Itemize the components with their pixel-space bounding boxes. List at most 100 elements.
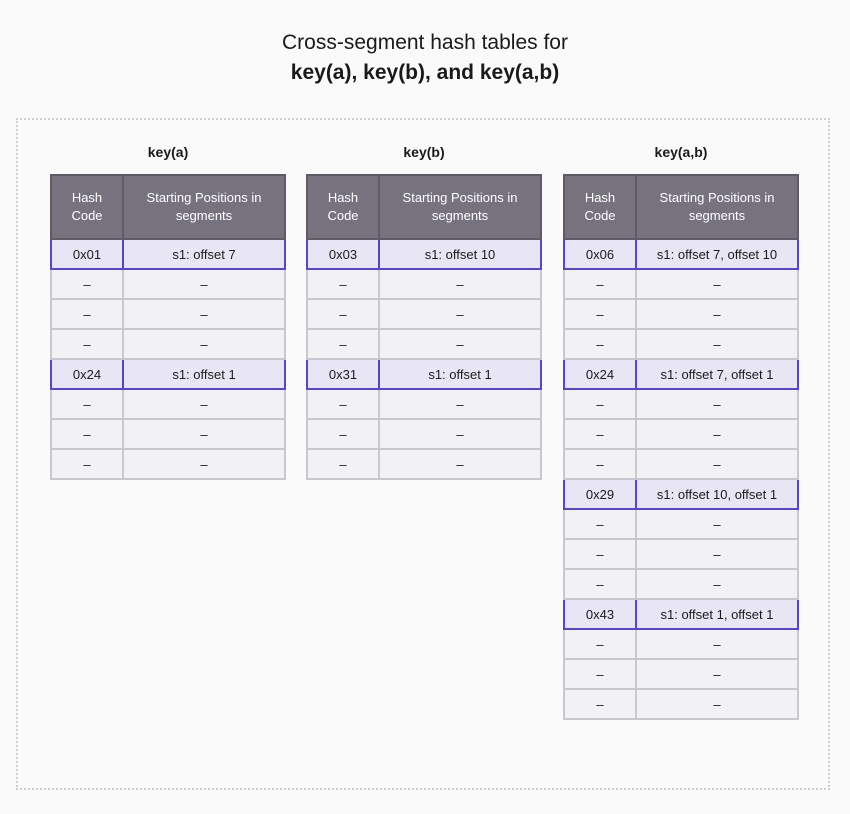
diagram-title: Cross-segment hash tables for key(a), ke… [0,28,850,88]
hash-cell: – [563,658,637,690]
empty-row: – – [306,328,542,360]
positions-cell: – [635,688,799,720]
table-key-a: key(a) Hash Code Starting Positions in s… [50,142,286,480]
positions-cell: s1: offset 1 [122,358,286,390]
positions-cell: – [635,628,799,660]
empty-row: – – [563,298,799,330]
header-row: Hash Code Starting Positions in segments [50,174,286,240]
hash-cell: – [563,628,637,660]
positions-cell: – [378,448,542,480]
positions-cell: – [635,298,799,330]
positions-cell: – [122,448,286,480]
hash-cell: – [563,418,637,450]
empty-row: – – [563,688,799,720]
hash-cell: 0x01 [50,238,124,270]
positions-cell: s1: offset 7 [122,238,286,270]
header-hash-code: Hash Code [50,174,124,240]
header-starting-positions: Starting Positions in segments [635,174,799,240]
empty-row: – – [563,388,799,420]
empty-row: – – [563,508,799,540]
header-row: Hash Code Starting Positions in segments [306,174,542,240]
positions-cell: s1: offset 1, offset 1 [635,598,799,630]
empty-row: – – [306,388,542,420]
hash-cell: – [306,298,380,330]
hash-cell: – [50,418,124,450]
positions-cell: – [635,268,799,300]
positions-cell: s1: offset 10, offset 1 [635,478,799,510]
positions-cell: – [635,448,799,480]
positions-cell: s1: offset 10 [378,238,542,270]
hash-cell: – [563,688,637,720]
hash-table: Hash Code Starting Positions in segments… [306,174,542,480]
empty-row: – – [563,268,799,300]
header-hash-code: Hash Code [306,174,380,240]
empty-row: – – [563,658,799,690]
empty-row: – – [563,538,799,570]
hash-cell: – [50,388,124,420]
hash-cell: 0x43 [563,598,637,630]
empty-row: – – [50,298,286,330]
hash-table: Hash Code Starting Positions in segments… [50,174,286,480]
positions-cell: – [378,328,542,360]
highlighted-row: 0x29 s1: offset 10, offset 1 [563,478,799,510]
empty-row: – – [306,298,542,330]
positions-cell: – [378,418,542,450]
hash-cell: – [563,298,637,330]
positions-cell: – [635,328,799,360]
positions-cell: s1: offset 7, offset 1 [635,358,799,390]
hash-cell: – [563,448,637,480]
positions-cell: – [378,268,542,300]
empty-row: – – [306,418,542,450]
hash-cell: – [306,328,380,360]
positions-cell: s1: offset 1 [378,358,542,390]
empty-row: – – [50,418,286,450]
positions-cell: – [378,298,542,330]
hash-cell: – [50,328,124,360]
hash-cell: 0x06 [563,238,637,270]
empty-row: – – [50,388,286,420]
empty-row: – – [563,448,799,480]
title-line-1: Cross-segment hash tables for [282,31,568,54]
positions-cell: – [378,388,542,420]
hash-cell: – [563,388,637,420]
header-row: Hash Code Starting Positions in segments [563,174,799,240]
positions-cell: – [122,418,286,450]
positions-cell: – [635,508,799,540]
hash-cell: – [306,448,380,480]
hash-cell: – [50,268,124,300]
empty-row: – – [50,448,286,480]
hash-cell: – [50,448,124,480]
hash-cell: 0x24 [50,358,124,390]
positions-cell: – [122,298,286,330]
positions-cell: – [635,568,799,600]
positions-cell: – [122,268,286,300]
highlighted-row: 0x01 s1: offset 7 [50,238,286,270]
positions-cell: – [635,388,799,420]
positions-cell: – [122,388,286,420]
table-key-ab: key(a,b) Hash Code Starting Positions in… [563,142,799,720]
highlighted-row: 0x03 s1: offset 10 [306,238,542,270]
positions-cell: – [635,658,799,690]
hash-cell: 0x31 [306,358,380,390]
highlighted-row: 0x24 s1: offset 1 [50,358,286,390]
positions-cell: s1: offset 7, offset 10 [635,238,799,270]
positions-cell: – [635,538,799,570]
hash-cell: – [563,268,637,300]
empty-row: – – [306,268,542,300]
hash-cell: 0x24 [563,358,637,390]
hash-cell: – [563,568,637,600]
header-starting-positions: Starting Positions in segments [378,174,542,240]
hash-cell: – [306,268,380,300]
table-label: key(a) [147,144,189,160]
hash-cell: – [306,388,380,420]
header-starting-positions: Starting Positions in segments [122,174,286,240]
highlighted-row: 0x24 s1: offset 7, offset 1 [563,358,799,390]
hash-cell: 0x03 [306,238,380,270]
empty-row: – – [50,268,286,300]
hash-cell: – [50,298,124,330]
hash-cell: – [563,538,637,570]
empty-row: – – [563,568,799,600]
hash-cell: – [563,508,637,540]
table-key-b: key(b) Hash Code Starting Positions in s… [306,142,542,480]
empty-row: – – [50,328,286,360]
